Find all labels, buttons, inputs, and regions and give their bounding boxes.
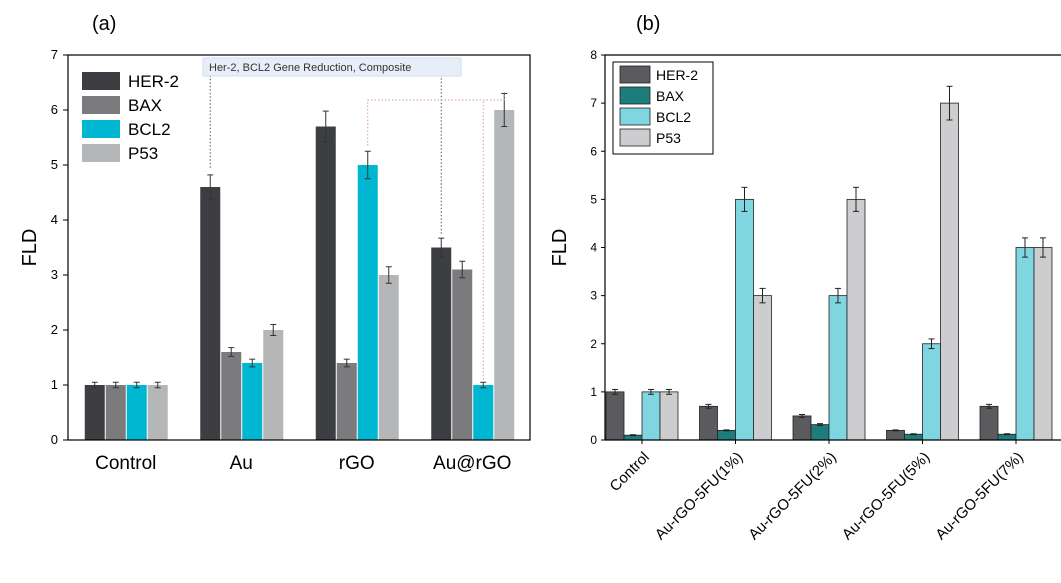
y-tick-label: 0 xyxy=(51,432,58,447)
bar xyxy=(1015,247,1035,441)
connector-line xyxy=(367,90,505,146)
bar xyxy=(200,187,221,440)
legend-swatch xyxy=(619,107,651,126)
bar xyxy=(753,295,772,441)
x-category-label: Au@rGO xyxy=(433,453,511,474)
y-tick-label: 4 xyxy=(51,212,58,227)
bar xyxy=(315,126,336,440)
bar xyxy=(605,391,625,441)
bar xyxy=(846,198,866,441)
legend-label: BAX xyxy=(128,96,162,115)
legend-swatch xyxy=(82,144,120,162)
bar xyxy=(221,352,242,440)
legend-label: BCL2 xyxy=(128,120,171,139)
y-tick-label: 7 xyxy=(51,47,58,62)
y-tick-label: 4 xyxy=(590,241,597,255)
legend-swatch xyxy=(619,128,651,147)
legend-label: BAX xyxy=(656,88,685,104)
y-tick-label: 7 xyxy=(590,96,597,110)
y-tick-label: 6 xyxy=(590,144,597,158)
legend-label: BCL2 xyxy=(656,109,691,125)
x-category-label: Au-rGO-5FU(7%) xyxy=(932,449,1027,544)
bar xyxy=(452,269,473,440)
legend-swatch xyxy=(82,120,120,138)
x-category-label: Au-rGO-5FU(1%) xyxy=(652,449,747,544)
y-tick-label: 3 xyxy=(51,267,58,282)
y-tick-label: 3 xyxy=(590,289,597,303)
y-tick-label: 2 xyxy=(590,337,597,351)
bar xyxy=(126,385,147,440)
legend-swatch xyxy=(619,86,651,105)
y-tick-label: 5 xyxy=(51,157,58,172)
bar xyxy=(378,275,399,440)
bar xyxy=(810,424,830,441)
legend-label: HER-2 xyxy=(656,67,698,83)
y-axis-title: FLD xyxy=(19,229,41,267)
annotation-text: Her-2, BCL2 Gene Reduction, Composite xyxy=(209,62,411,74)
y-tick-label: 2 xyxy=(51,322,58,337)
legend-label: P53 xyxy=(128,144,158,163)
bar xyxy=(886,429,905,441)
annotation-box xyxy=(202,57,462,77)
bar xyxy=(357,165,378,440)
y-tick-label: 5 xyxy=(590,192,597,206)
bar xyxy=(922,343,941,441)
bar xyxy=(940,102,959,441)
y-axis-title: FLD xyxy=(549,229,571,267)
panel-b-label: (b) xyxy=(636,13,660,35)
bar xyxy=(717,429,736,441)
bar xyxy=(473,385,494,440)
x-category-label: Control xyxy=(607,449,653,495)
x-category-label: Au-rGO-5FU(2%) xyxy=(745,449,840,544)
legend-label: HER-2 xyxy=(128,72,179,91)
bar xyxy=(105,385,126,440)
legend-swatch xyxy=(82,96,120,114)
x-category-label: Au-rGO-5FU(5%) xyxy=(839,449,934,544)
bar xyxy=(828,295,848,441)
plot-frame xyxy=(67,54,531,441)
x-category-label: Control xyxy=(95,453,156,474)
bar xyxy=(659,391,679,441)
bar xyxy=(147,385,168,440)
y-tick-label: 0 xyxy=(590,433,597,447)
bar xyxy=(242,363,263,440)
bar xyxy=(792,415,812,441)
y-tick-label: 8 xyxy=(590,48,597,62)
bar xyxy=(336,363,357,440)
bar xyxy=(641,391,661,441)
bar xyxy=(699,405,718,441)
bar xyxy=(494,110,515,440)
bar xyxy=(263,330,284,440)
x-category-label: rGO xyxy=(339,453,375,474)
bar xyxy=(979,405,999,441)
legend-swatch xyxy=(619,65,651,84)
x-category-label: Au xyxy=(230,453,253,474)
panel-a-label: (a) xyxy=(92,13,116,35)
y-tick-label: 1 xyxy=(51,377,58,392)
bar xyxy=(735,198,754,441)
y-tick-label: 1 xyxy=(590,385,597,399)
legend-swatch xyxy=(82,72,120,90)
bar xyxy=(431,247,452,440)
bar xyxy=(84,385,105,440)
bar xyxy=(1033,247,1053,441)
y-tick-label: 6 xyxy=(51,102,58,117)
legend-label: P53 xyxy=(656,130,681,146)
